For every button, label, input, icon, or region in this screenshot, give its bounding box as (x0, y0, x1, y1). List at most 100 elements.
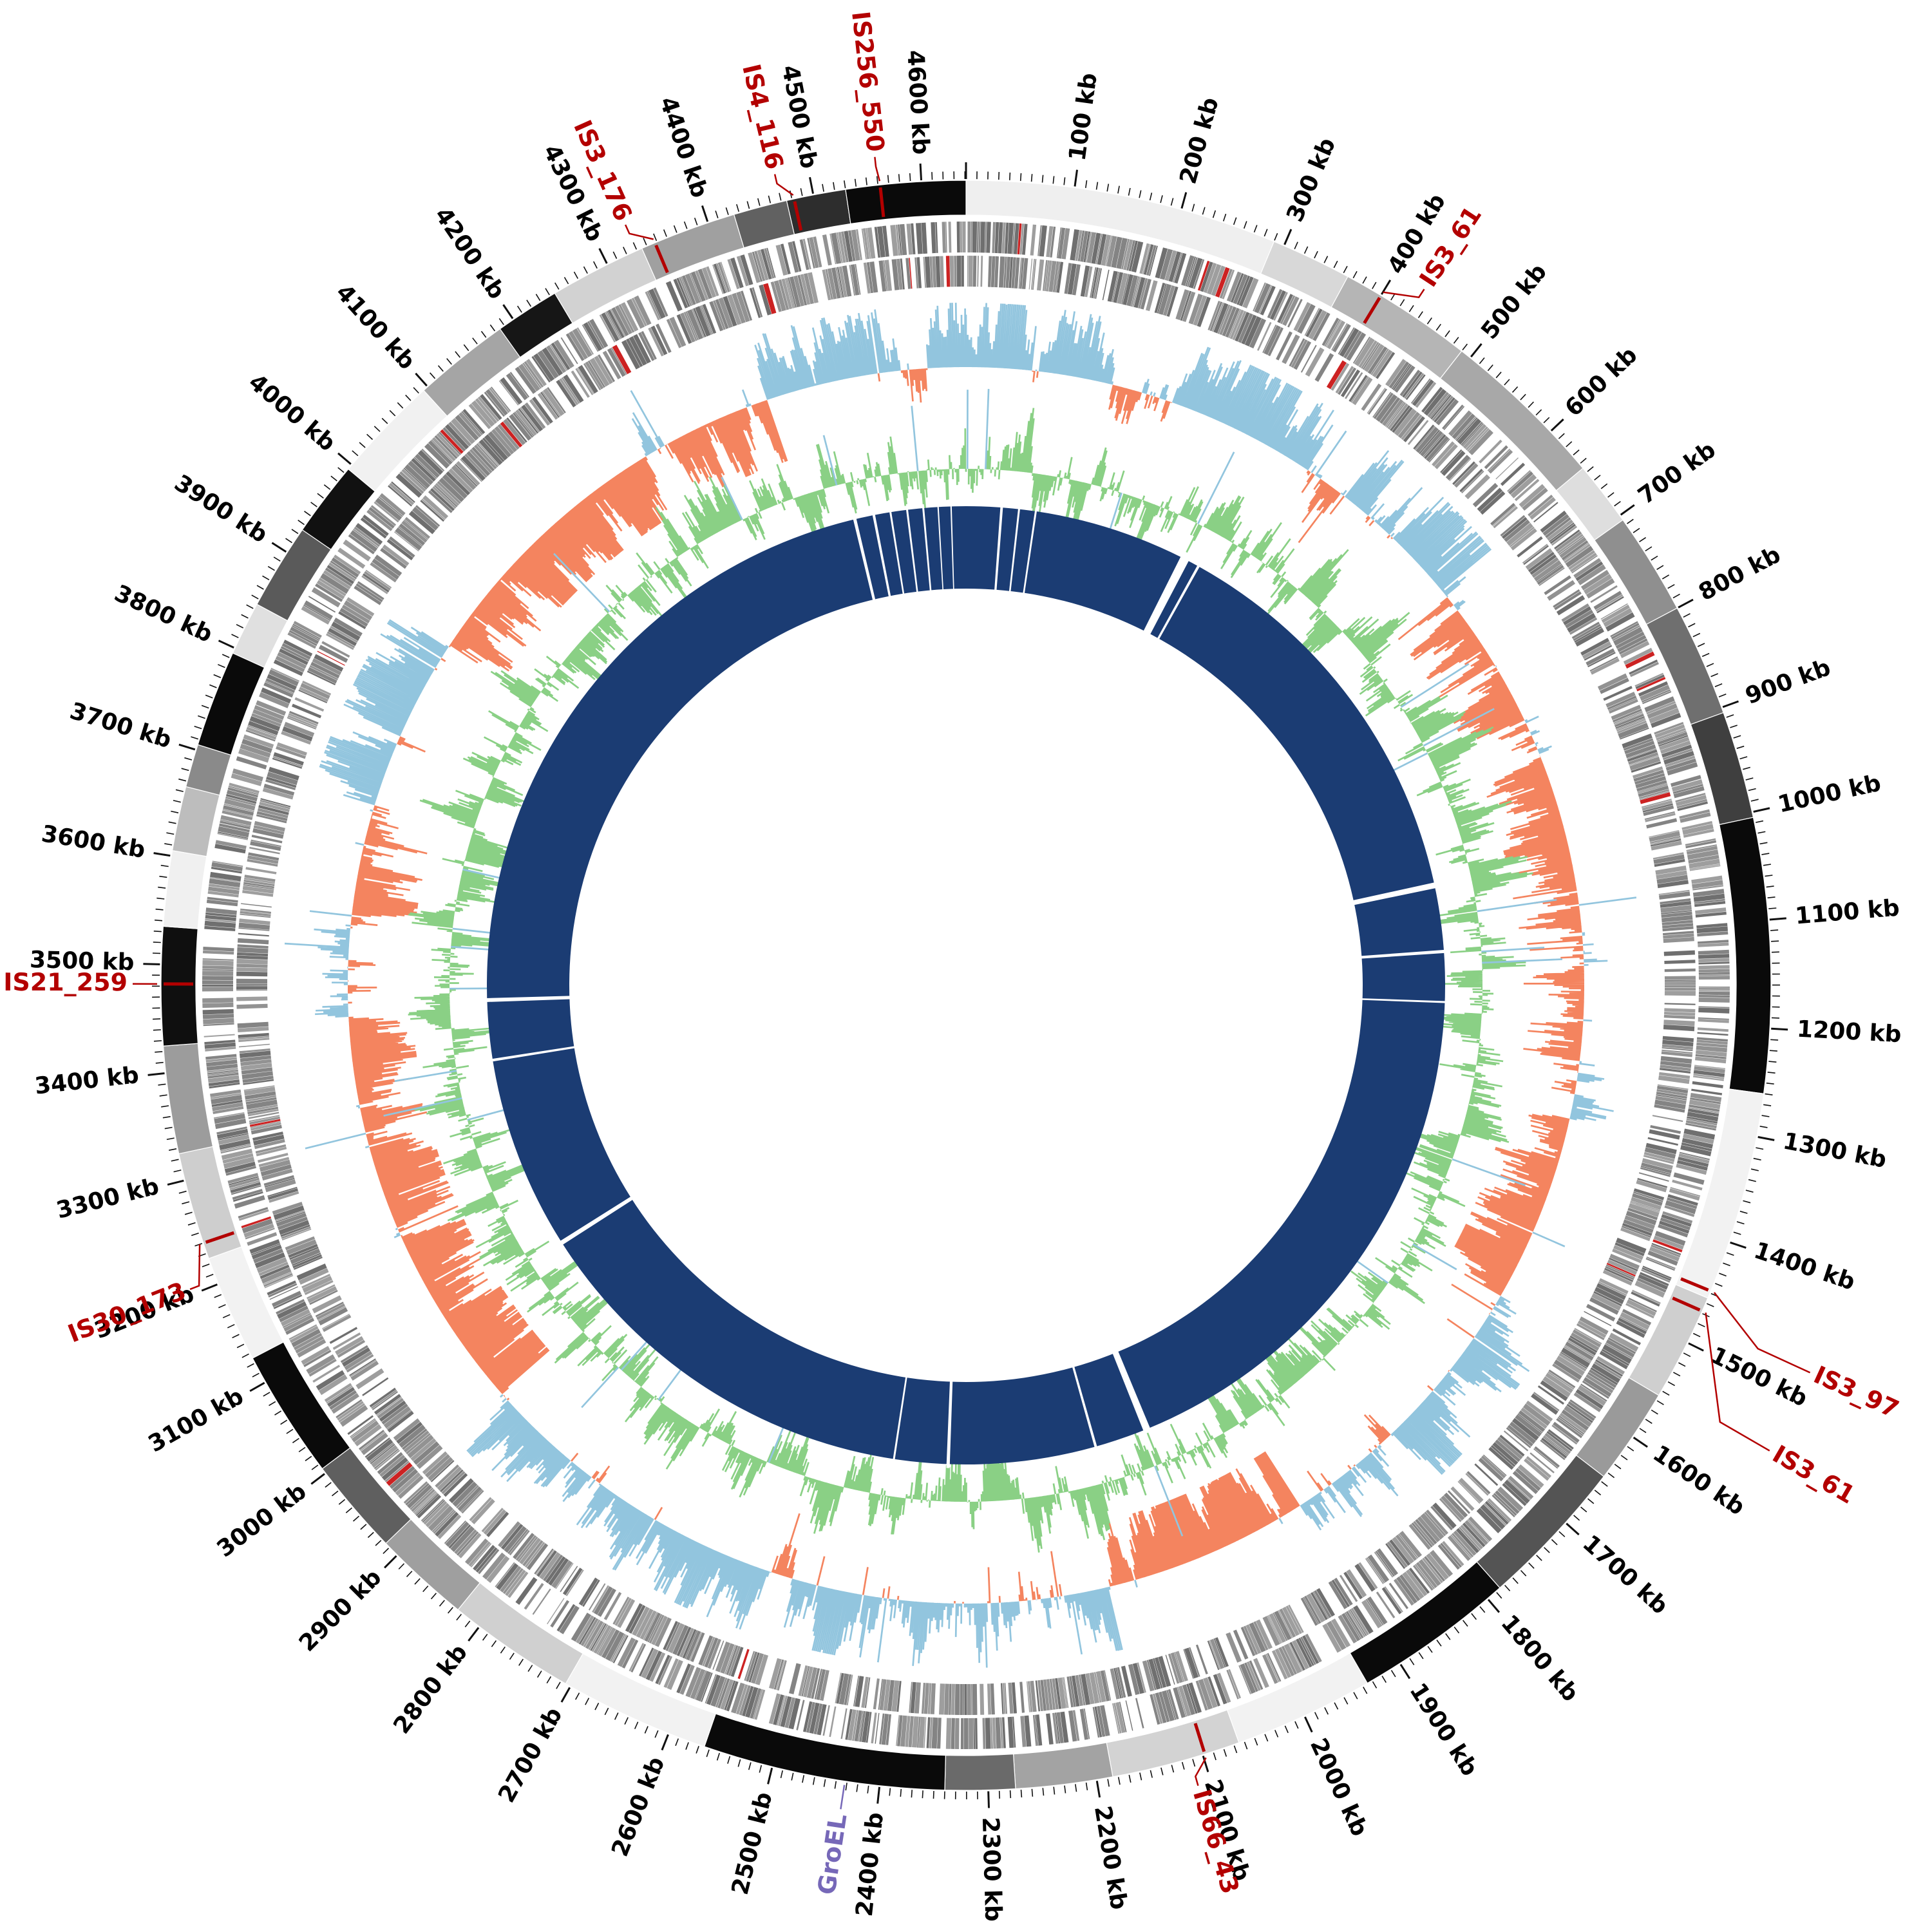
ideogram-segment (162, 1043, 214, 1155)
tick-label: 1200 kb (1796, 1016, 1902, 1048)
tick-label: 900 kb (1742, 654, 1834, 710)
alignment-gap (937, 503, 944, 594)
tick-label: 1800 kb (1495, 1610, 1584, 1707)
alignment-annulus (487, 506, 1445, 1464)
annotation-layer: IS3_61IS3_97IS3_61IS66_43GroELIS30_173IS… (3, 10, 1903, 1897)
annotation-leader (624, 224, 654, 240)
tick-label: 2700 kb (493, 1703, 567, 1807)
tick-label: 700 kb (1633, 437, 1720, 509)
alignment-gap (1009, 505, 1021, 595)
ideogram-segment (171, 786, 220, 857)
alignment-gap (1349, 882, 1439, 906)
alignment-gap (488, 1045, 578, 1063)
tick-label: 4400 kb (654, 93, 713, 201)
annotation-label: IS3_97 (1810, 1360, 1903, 1423)
tick-label: 2900 kb (294, 1564, 387, 1657)
annotation-site-mark (1193, 1723, 1206, 1752)
annotation-leader (840, 1785, 846, 1810)
gc-skew-positive (284, 303, 1637, 1668)
annotation-site-mark (793, 201, 803, 231)
ideogram-segment (1260, 241, 1349, 308)
tick-label: 1100 kb (1794, 895, 1900, 929)
tick-label: 3400 kb (33, 1062, 140, 1100)
ideogram-segment (845, 180, 967, 225)
alignment-gap (1358, 998, 1449, 1003)
tick-label: 2800 kb (388, 1640, 473, 1739)
alignment-gap (950, 502, 954, 593)
annotation-leader (1713, 1292, 1811, 1374)
ideogram-segment (162, 850, 207, 929)
tick-label: 1300 kb (1781, 1128, 1888, 1173)
alignment-gap (1071, 1363, 1098, 1451)
ideogram-segment (1628, 1283, 1709, 1396)
tick-label: 500 kb (1476, 259, 1552, 345)
alignment-gap (852, 515, 876, 604)
annotation-leader (1194, 1757, 1207, 1786)
alignment-gap (892, 1373, 908, 1463)
tick-label: 1900 kb (1404, 1678, 1482, 1781)
ideogram-segment (733, 200, 795, 249)
tick-label: 4200 kb (430, 203, 510, 304)
tick-label: 1000 kb (1776, 770, 1883, 819)
tick-label: 3700 kb (67, 698, 175, 754)
gc-skew-track (284, 303, 1637, 1668)
annotation-label: GroEL (812, 1812, 852, 1897)
tick-label: 2400 kb (851, 1811, 889, 1918)
major-ticks (143, 162, 1788, 1808)
tick-marks (143, 162, 1788, 1808)
tick-label: 2500 kb (727, 1790, 778, 1898)
annotation-site-mark (1672, 1296, 1701, 1312)
alignment-gap (1358, 949, 1448, 959)
alignment-gap (483, 996, 574, 1003)
gc-content-main (408, 408, 1533, 1553)
tick-label: 200 kb (1175, 95, 1224, 187)
tick-label: 1500 kb (1706, 1342, 1812, 1412)
annotation-label: IS256_550 (846, 10, 890, 153)
alignment-gap (1142, 553, 1191, 638)
alignment-ring (483, 502, 1449, 1468)
annotation-site-mark (1680, 1277, 1709, 1292)
tick-label: 3800 kb (110, 580, 216, 648)
alignment-gap (946, 1378, 953, 1468)
alignment-gap (889, 508, 905, 598)
tick-label: 1600 kb (1648, 1440, 1750, 1520)
alignment-gap (905, 506, 919, 596)
ideogram-segment (1331, 276, 1463, 379)
tick-label: 3100 kb (144, 1383, 249, 1458)
ideogram-ring (160, 180, 1772, 1791)
alignment-gap (1022, 507, 1037, 597)
tick-label: 800 kb (1694, 542, 1785, 607)
tick-label: 3500 kb (30, 947, 135, 976)
tick-label: 600 kb (1560, 342, 1643, 422)
annotation-leader (1383, 289, 1425, 299)
tick-label: 1700 kb (1577, 1530, 1672, 1620)
ideogram-segment (1675, 1088, 1765, 1299)
tick-label: 1400 kb (1750, 1237, 1858, 1296)
tick-label: 4000 kb (243, 369, 340, 457)
annotation-site-mark (878, 187, 886, 218)
tick-label: 2600 kb (607, 1753, 670, 1860)
alignment-gap (871, 511, 892, 600)
annotation-leader (189, 1244, 201, 1291)
alignment-gap (994, 503, 1003, 594)
annotation-site-mark (654, 244, 669, 274)
tick-label: 4600 kb (902, 50, 934, 155)
ideogram-segment (256, 529, 332, 621)
annotation-leader (874, 156, 881, 182)
tick-label: 3600 kb (39, 820, 147, 864)
alignment-gap (922, 504, 932, 594)
tick-label: 100 kb (1065, 71, 1103, 163)
tick-label: 300 kb (1282, 134, 1341, 225)
annotation-leader (1705, 1312, 1770, 1452)
tick-label: 4100 kb (330, 279, 420, 375)
annotation-site-mark (1363, 297, 1381, 324)
tick-label: 3900 kb (169, 470, 272, 549)
annotation-site-mark (205, 1231, 235, 1244)
gc-skew-negative (347, 368, 1585, 1604)
tick-label: 3300 kb (54, 1173, 162, 1224)
tick-label: 2000 kb (1305, 1734, 1373, 1841)
minor-ticks (152, 171, 1780, 1800)
tick-label: 2300 kb (977, 1817, 1007, 1922)
tick-label: 3000 kb (213, 1478, 312, 1562)
